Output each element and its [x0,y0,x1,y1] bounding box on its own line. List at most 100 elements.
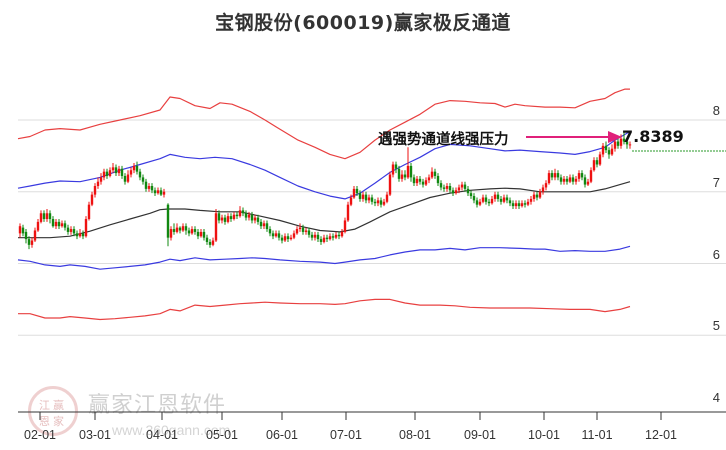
candle-body [541,187,545,192]
candle-body [27,239,31,245]
candle-body [313,234,317,238]
candle-body [526,201,530,205]
candle-body [454,190,458,194]
candle-body [129,170,133,175]
candle-body [36,221,40,231]
candle-body [99,177,103,182]
candle-body [96,181,100,187]
candle-body [607,150,611,155]
candle-body [457,187,461,191]
candle-body [292,233,296,238]
candle-body [30,240,34,245]
candle-body [613,141,617,149]
candle-body [69,229,73,232]
candle-body [451,190,455,194]
candle-body [319,239,323,242]
outer-lower-line [18,298,631,321]
candle-body [358,193,362,199]
candle-body [517,203,521,207]
candle-body [304,230,308,232]
candle-body [66,227,70,232]
candle-body [283,236,287,241]
candle-body [493,194,497,199]
watermark-logo-char: 恩 [39,415,50,428]
annotation-value: 7.8389 [622,127,684,146]
candle-body [238,210,242,217]
candle-body [108,170,112,176]
candle-body [442,187,446,189]
candle-body [45,213,49,220]
y-tick-label: 7 [712,174,720,190]
candle-body [514,203,518,207]
candle-body [256,217,260,222]
candle-body [325,237,329,240]
candle-body [418,178,422,182]
candle-body [235,214,239,217]
candle-body [580,173,584,178]
candle-body [193,229,197,232]
candle-body [571,177,575,182]
candle-body [265,223,269,230]
candle-body [370,197,374,202]
candle-body [175,227,179,232]
candle-body [199,231,203,237]
candle-body [181,226,185,231]
candle-body [628,144,632,146]
annotation-arrow-head-icon [608,131,622,143]
candle-body [217,213,221,221]
watermark-logo-char: 赢 [53,399,64,412]
candle-body [247,214,251,218]
candle-body [337,234,341,237]
candle-body [48,213,52,220]
candle-body [415,178,419,184]
candle-body [604,145,608,151]
outer-upper-line [17,88,630,160]
candle-body [403,174,407,178]
candle-body [250,214,254,221]
candle-body [475,200,479,205]
candle-body [178,227,182,231]
candle-body [562,178,566,182]
y-tick-label: 4 [712,390,720,405]
candle-body [496,194,500,199]
candle-body [316,234,320,240]
candle-body [391,164,395,175]
candle-body [463,184,467,189]
candle-body [211,240,215,245]
candle-body [364,194,368,201]
candle-body [220,217,224,221]
candle-body [241,210,245,214]
x-tick-label: 08-01 [399,428,431,442]
candle-body [394,164,398,169]
annotation-text: 遇强势通道线强压力 [378,132,509,148]
candle-body [412,177,416,184]
candle-body [208,241,212,245]
candle-body [466,188,470,194]
candle-body [343,220,347,232]
candle-body [147,186,151,189]
x-tick-label: 04-01 [146,428,178,442]
candle-body [487,201,491,204]
candle-body [223,217,227,222]
chart-title: 宝钢股份(600019)赢家极反通道 [215,12,511,34]
candle-body [123,175,127,182]
candle-body [262,223,266,227]
candle-body [75,233,79,237]
candle-body [159,190,163,195]
candle-body [51,219,55,227]
candle-body [433,171,437,176]
candle-body [406,165,410,178]
candle-body [196,231,200,237]
candle-body [72,229,76,234]
candle-body [367,197,371,201]
x-tick-label: 12-01 [645,428,677,442]
candle-body [268,229,272,234]
inner-lower-line [17,245,631,270]
candle-body [24,231,28,240]
candle-body [424,180,428,185]
candle-body [505,197,509,201]
candle-body [421,181,425,185]
candle-body [400,174,404,179]
candle-body [586,181,590,185]
candle-body [307,230,311,235]
